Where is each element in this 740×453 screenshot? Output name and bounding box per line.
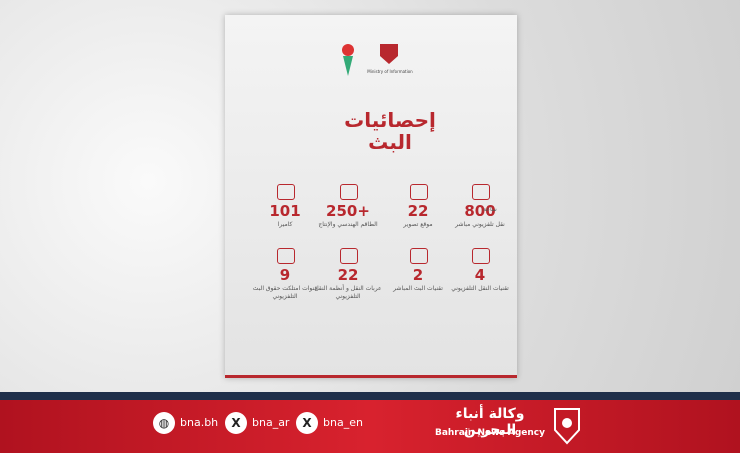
stat-value: 4 — [474, 266, 486, 284]
agency-en: Bahrain News Agency — [434, 428, 546, 438]
stat-value: 22 — [337, 266, 359, 284]
stat-value: 2 — [412, 266, 424, 284]
stripe — [0, 392, 740, 400]
stat-icon — [277, 184, 295, 200]
title: البث — [368, 130, 412, 154]
stat-label: قنوات امتلكت حقوق البث التلفزيوني — [252, 285, 318, 300]
event-logo — [342, 44, 354, 76]
stat-unit: ساعة — [483, 206, 497, 213]
stat-label: عربات النقل و أنظمة النقل التلفزيوني — [314, 285, 382, 300]
handle: bna.bh — [180, 416, 219, 429]
web-icon: ◍ — [153, 412, 175, 434]
stat-label: كاميرا — [277, 221, 293, 228]
x-icon: X — [296, 412, 318, 434]
agency-ar: وكالة أنباء البحرين — [455, 406, 525, 438]
stat-value: 250+ — [326, 202, 370, 220]
stat-label: الطاقم الهندسي والإنتاج — [318, 221, 378, 228]
bna-logo — [554, 408, 580, 445]
stat-icon — [410, 184, 428, 200]
stat-value: 800 — [464, 202, 496, 220]
footer: ◍ bna.bh X bna_ar X bna_en وكالة أنباء ا… — [0, 400, 740, 453]
stat-icon — [340, 184, 358, 200]
stat-value: 101 — [269, 202, 301, 220]
handle: bna_ar — [252, 416, 290, 429]
stat-icon — [472, 248, 490, 264]
stat-value: 9 — [279, 266, 291, 284]
stat-label: موقع تصوير — [403, 221, 433, 228]
ministry-name: Ministry of Information — [367, 69, 413, 74]
handle: bna_en — [323, 416, 363, 429]
stat-icon — [277, 248, 295, 264]
x-icon: X — [225, 412, 247, 434]
stat-label: تقنيات النقل التلفزيوني — [451, 285, 509, 292]
stat-value: 22 — [407, 202, 429, 220]
stat-icon — [472, 184, 490, 200]
infographic-card — [225, 15, 517, 378]
ministry-logo — [380, 44, 398, 64]
stat-icon — [340, 248, 358, 264]
title: إحصائيات — [344, 108, 436, 132]
stat-icon — [410, 248, 428, 264]
stat-label: تقنيات البث المباشر — [393, 285, 443, 292]
stat-label: نقل تلفزيوني مباشر — [455, 221, 505, 228]
